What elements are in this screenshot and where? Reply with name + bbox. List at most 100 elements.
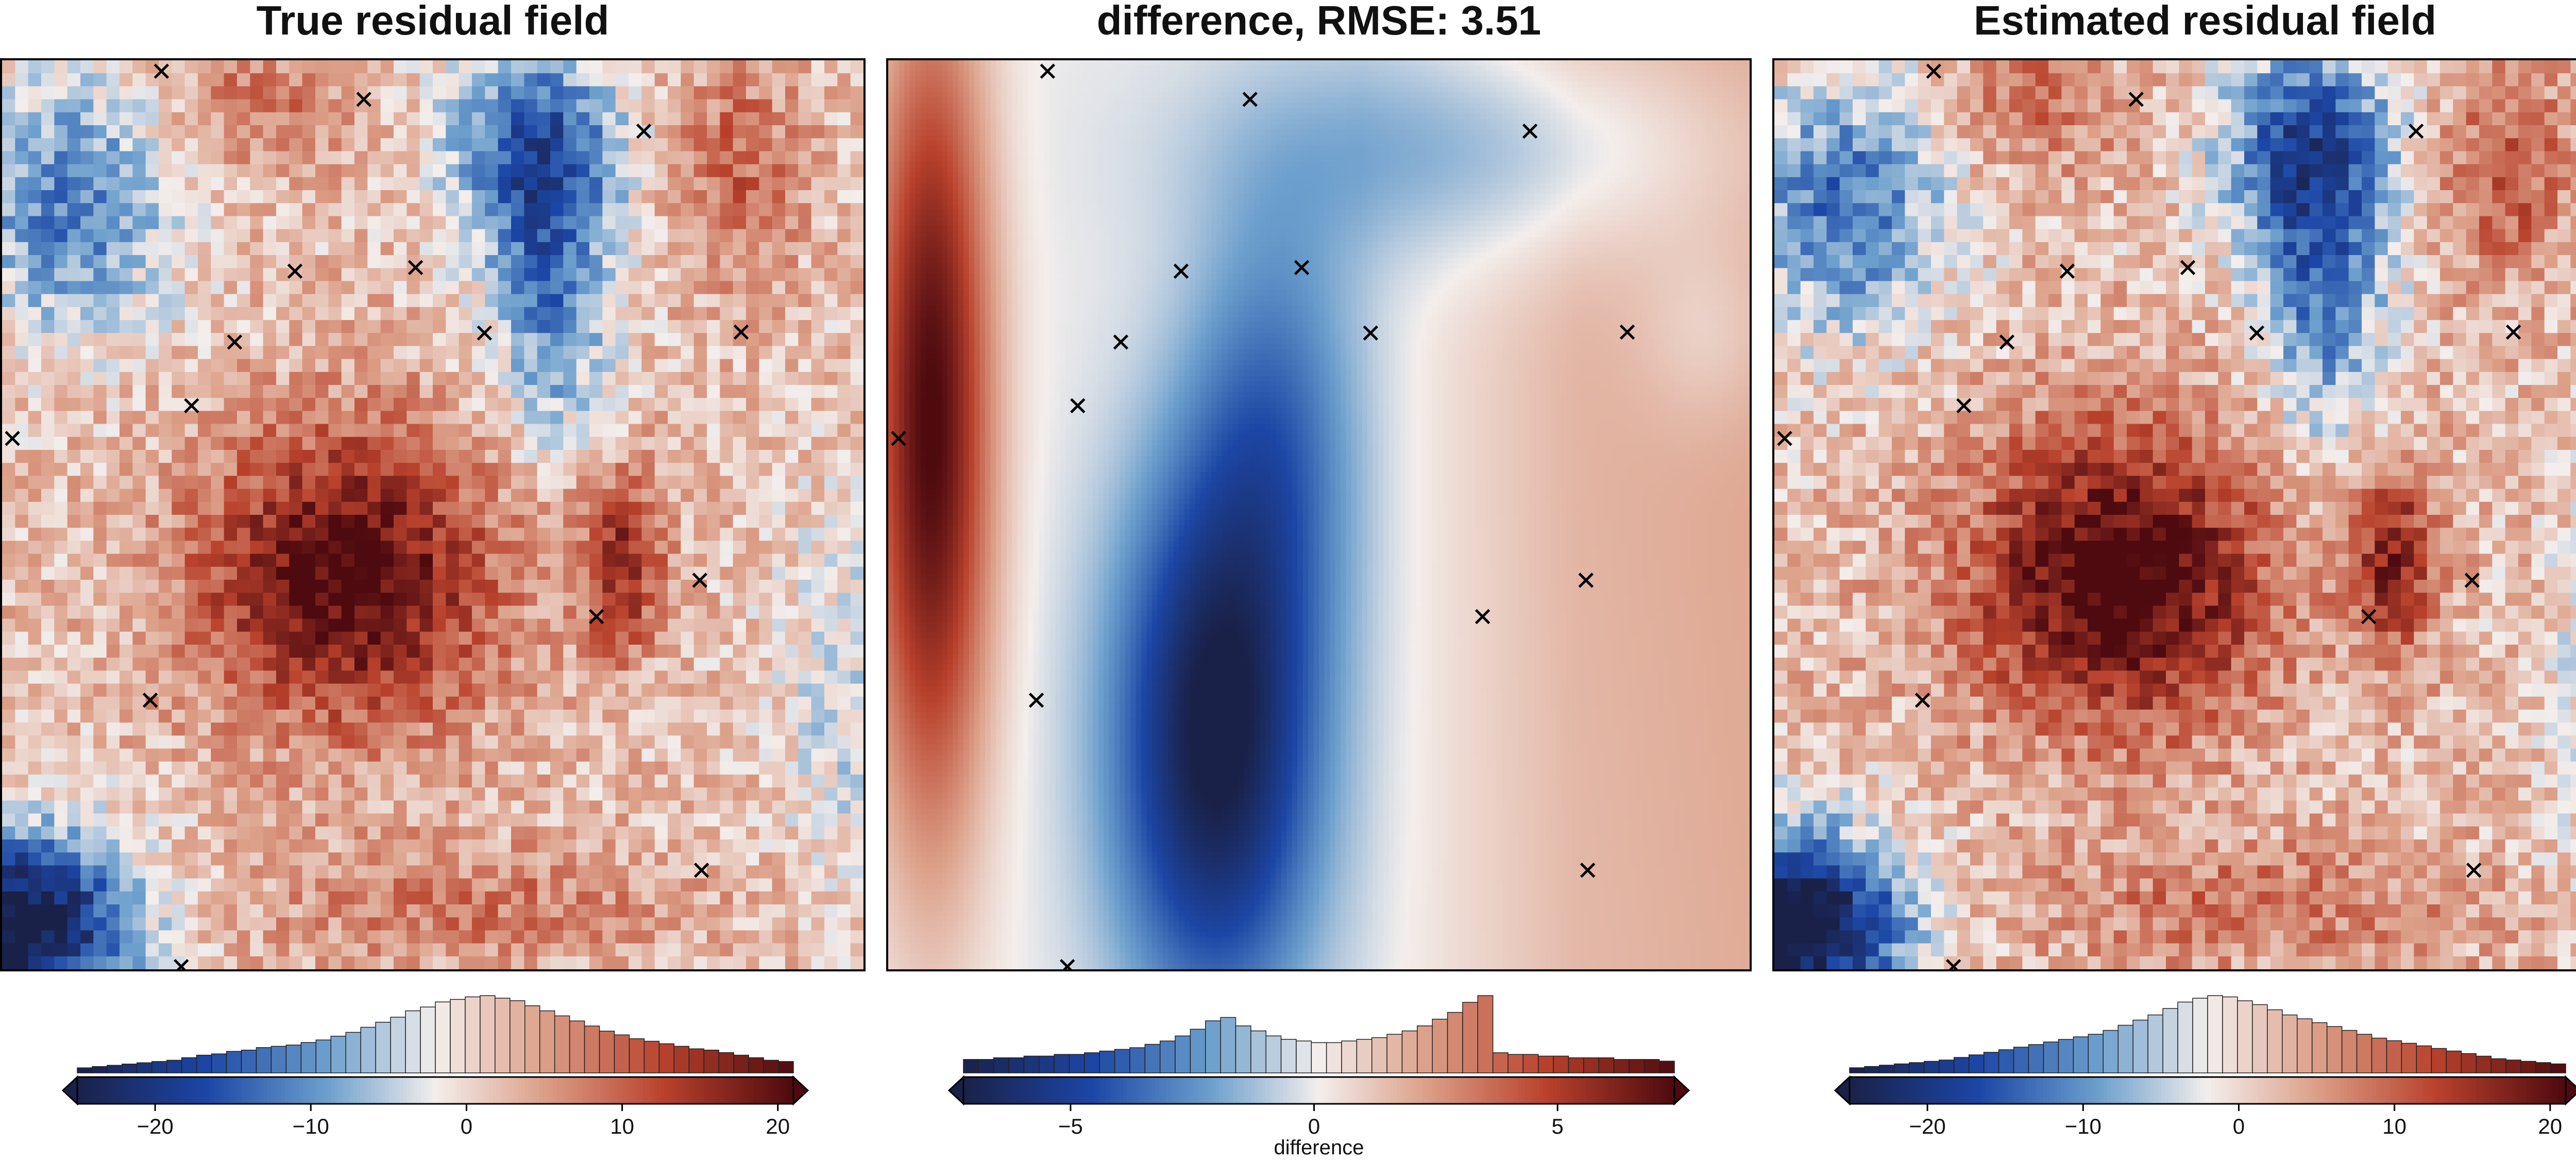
- heatmap-cell: [380, 476, 394, 490]
- heatmap-cell: [576, 956, 590, 969]
- heatmap-cell: [733, 930, 747, 944]
- heatmap-cell: [93, 242, 107, 256]
- heatmap-cell: [106, 99, 120, 113]
- heatmap-cell: [354, 553, 368, 567]
- heatmap-cell: [119, 709, 133, 723]
- heatmap-cell: [1125, 60, 1131, 66]
- heatmap-cell: [328, 450, 342, 463]
- heatmap-cell: [119, 670, 133, 684]
- heatmap-cell: [524, 839, 538, 853]
- heatmap-cell: [80, 242, 94, 256]
- heatmap-cell: [837, 904, 851, 918]
- heatmap-cell: [394, 125, 407, 139]
- heatmap-cell: [733, 813, 747, 827]
- heatmap-cell: [276, 281, 290, 295]
- heatmap-cell: [720, 86, 734, 100]
- heatmap-cell: [367, 320, 381, 333]
- heatmap-cell: [380, 320, 394, 333]
- heatmap-cell: [119, 917, 133, 931]
- heatmap-cell: [511, 411, 524, 425]
- heatmap-cell: [837, 268, 851, 281]
- heatmap-cell: [1173, 60, 1179, 66]
- heatmap-cell: [406, 346, 420, 360]
- heatmap-cell: [563, 775, 577, 788]
- heatmap-cell: [419, 125, 433, 139]
- heatmap-cell: [459, 787, 472, 801]
- heatmap-cell: [537, 190, 551, 204]
- heatmap-cell: [263, 463, 277, 476]
- heatmap-cell: [236, 696, 250, 710]
- heatmap-cell: [158, 943, 172, 957]
- heatmap-cell: [15, 294, 29, 308]
- heatmap-cell: [681, 722, 694, 736]
- heatmap-cell: [158, 956, 172, 969]
- heatmap-cell: [1555, 60, 1562, 66]
- heatmap-cell: [681, 670, 694, 684]
- heatmap-cell: [211, 411, 225, 425]
- heatmap-cell: [837, 385, 851, 398]
- heatmap-cell: [236, 177, 250, 191]
- heatmap-cell: [746, 164, 759, 178]
- heatmap-cell: [15, 956, 29, 969]
- heatmap-cell: [250, 852, 264, 866]
- heatmap-cell: [394, 73, 407, 87]
- heatmap-cell: [524, 735, 538, 749]
- heatmap-cell: [459, 320, 472, 333]
- heatmap-cell: [67, 709, 81, 723]
- heatmap-cell: [654, 709, 668, 723]
- heatmap-cell: [184, 436, 198, 450]
- heatmap-cell: [615, 164, 629, 178]
- heatmap-cell: [837, 735, 851, 749]
- heatmap-cell: [54, 359, 68, 373]
- heatmap-cell: [589, 229, 603, 243]
- heatmap-cell: [119, 333, 133, 346]
- heatmap-cell: [1523, 60, 1530, 66]
- heatmap-cell: [67, 696, 81, 710]
- heatmap-cell: [1254, 65, 1260, 72]
- heatmap-cell: [145, 294, 159, 308]
- heatmap-cell: [654, 385, 668, 398]
- heatmap-cell: [811, 203, 825, 216]
- heatmap-cell: [406, 644, 420, 658]
- heatmap-cell: [106, 138, 120, 152]
- heatmap-cell: [224, 294, 238, 308]
- heatmap-cell: [707, 307, 720, 321]
- heatmap-cell: [459, 658, 472, 671]
- heatmap-cell: [720, 891, 734, 905]
- heatmap-cell: [2, 930, 15, 944]
- heatmap-cell: [693, 190, 707, 204]
- heatmap-cell: [602, 566, 616, 580]
- heatmap-cell: [693, 411, 707, 425]
- heatmap-cell: [28, 294, 42, 308]
- heatmap-cell: [798, 359, 812, 373]
- heatmap-cell: [315, 787, 329, 801]
- heatmap-cell: [654, 450, 668, 463]
- heatmap-cell: [224, 553, 238, 567]
- heatmap-cell: [198, 268, 211, 281]
- heatmap-cell: [720, 411, 734, 425]
- heatmap-cell: [15, 281, 29, 295]
- heatmap-cell: [224, 424, 238, 438]
- heatmap-cell: [720, 904, 734, 918]
- heatmap-cell: [550, 683, 564, 697]
- heatmap-cell: [380, 541, 394, 554]
- heatmap-cell: [2, 346, 15, 360]
- heatmap-cell: [1599, 60, 1605, 66]
- heatmap-cell: [302, 281, 316, 295]
- heatmap-cell: [433, 956, 446, 969]
- heatmap-cell: [406, 229, 420, 243]
- heatmap-cell: [746, 891, 759, 905]
- heatmap-cell: [629, 333, 642, 346]
- heatmap-cell: [54, 891, 68, 905]
- heatmap-cell: [589, 450, 603, 463]
- heatmap-cell: [920, 65, 926, 72]
- heatmap-cell: [354, 190, 368, 204]
- heatmap-cell: [850, 631, 863, 645]
- heatmap-cell: [498, 164, 512, 178]
- heatmap-cell: [145, 164, 159, 178]
- heatmap-cell: [785, 112, 799, 126]
- heatmap-cell: [28, 683, 42, 697]
- heatmap-cell: [850, 60, 863, 74]
- heatmap-cell: [772, 242, 786, 256]
- heatmap-cell: [367, 696, 381, 710]
